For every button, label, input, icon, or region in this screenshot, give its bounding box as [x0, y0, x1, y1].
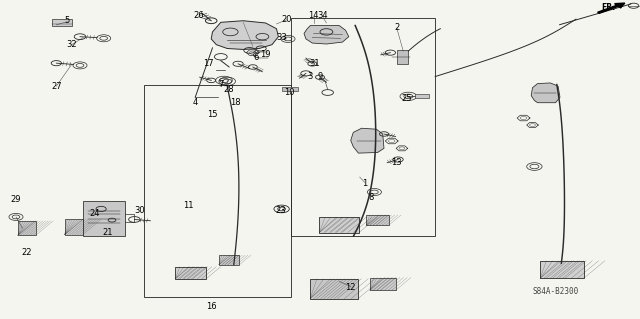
- Bar: [65, 219, 83, 235]
- Text: 29: 29: [11, 195, 21, 204]
- Polygon shape: [304, 26, 349, 44]
- Text: 17: 17: [204, 59, 214, 68]
- Text: 31: 31: [310, 59, 320, 68]
- Text: 19: 19: [260, 50, 271, 59]
- Text: 4: 4: [193, 98, 198, 107]
- Text: 3: 3: [308, 72, 313, 81]
- Text: 11: 11: [184, 201, 194, 210]
- Text: 15: 15: [207, 110, 218, 119]
- Bar: [370, 278, 396, 290]
- Text: 8: 8: [369, 193, 374, 202]
- Text: 27: 27: [51, 82, 61, 91]
- Text: FR.: FR.: [601, 4, 615, 12]
- Text: 25: 25: [401, 94, 412, 103]
- Bar: [83, 201, 125, 236]
- Bar: [219, 255, 239, 265]
- Text: 32: 32: [67, 40, 77, 49]
- Bar: [18, 221, 36, 235]
- Text: 1: 1: [362, 179, 367, 188]
- Text: 5: 5: [65, 16, 70, 25]
- Bar: [415, 94, 429, 98]
- Bar: [291, 18, 435, 236]
- Polygon shape: [351, 128, 384, 153]
- Bar: [175, 267, 206, 279]
- FancyArrow shape: [598, 3, 625, 13]
- Text: 28: 28: [224, 85, 234, 94]
- Bar: [319, 217, 359, 233]
- Text: 18: 18: [230, 98, 241, 107]
- Text: 13: 13: [392, 158, 402, 167]
- Bar: [310, 279, 358, 299]
- Text: 34: 34: [317, 11, 328, 20]
- Bar: [144, 85, 291, 297]
- Text: 23: 23: [275, 206, 285, 215]
- Text: 14: 14: [308, 11, 319, 20]
- Text: 12: 12: [346, 283, 356, 292]
- Text: 10: 10: [284, 88, 294, 97]
- Bar: [52, 19, 72, 26]
- Text: 7: 7: [218, 80, 223, 89]
- Text: 9: 9: [317, 72, 323, 81]
- Polygon shape: [531, 83, 560, 103]
- Text: 21: 21: [102, 228, 113, 237]
- Bar: [282, 87, 298, 91]
- Text: 20: 20: [282, 15, 292, 24]
- Text: 16: 16: [206, 302, 216, 311]
- Text: 30: 30: [134, 206, 145, 215]
- Text: 33: 33: [276, 33, 287, 42]
- Text: 22: 22: [22, 248, 32, 256]
- Bar: [540, 261, 584, 278]
- Polygon shape: [211, 21, 278, 49]
- Text: 24: 24: [90, 209, 100, 218]
- Text: S84A-B2300: S84A-B2300: [532, 287, 579, 296]
- Text: 2: 2: [394, 23, 399, 32]
- Bar: [397, 50, 408, 64]
- Bar: [366, 215, 389, 225]
- Text: 6: 6: [253, 53, 259, 62]
- Text: 26: 26: [193, 11, 204, 20]
